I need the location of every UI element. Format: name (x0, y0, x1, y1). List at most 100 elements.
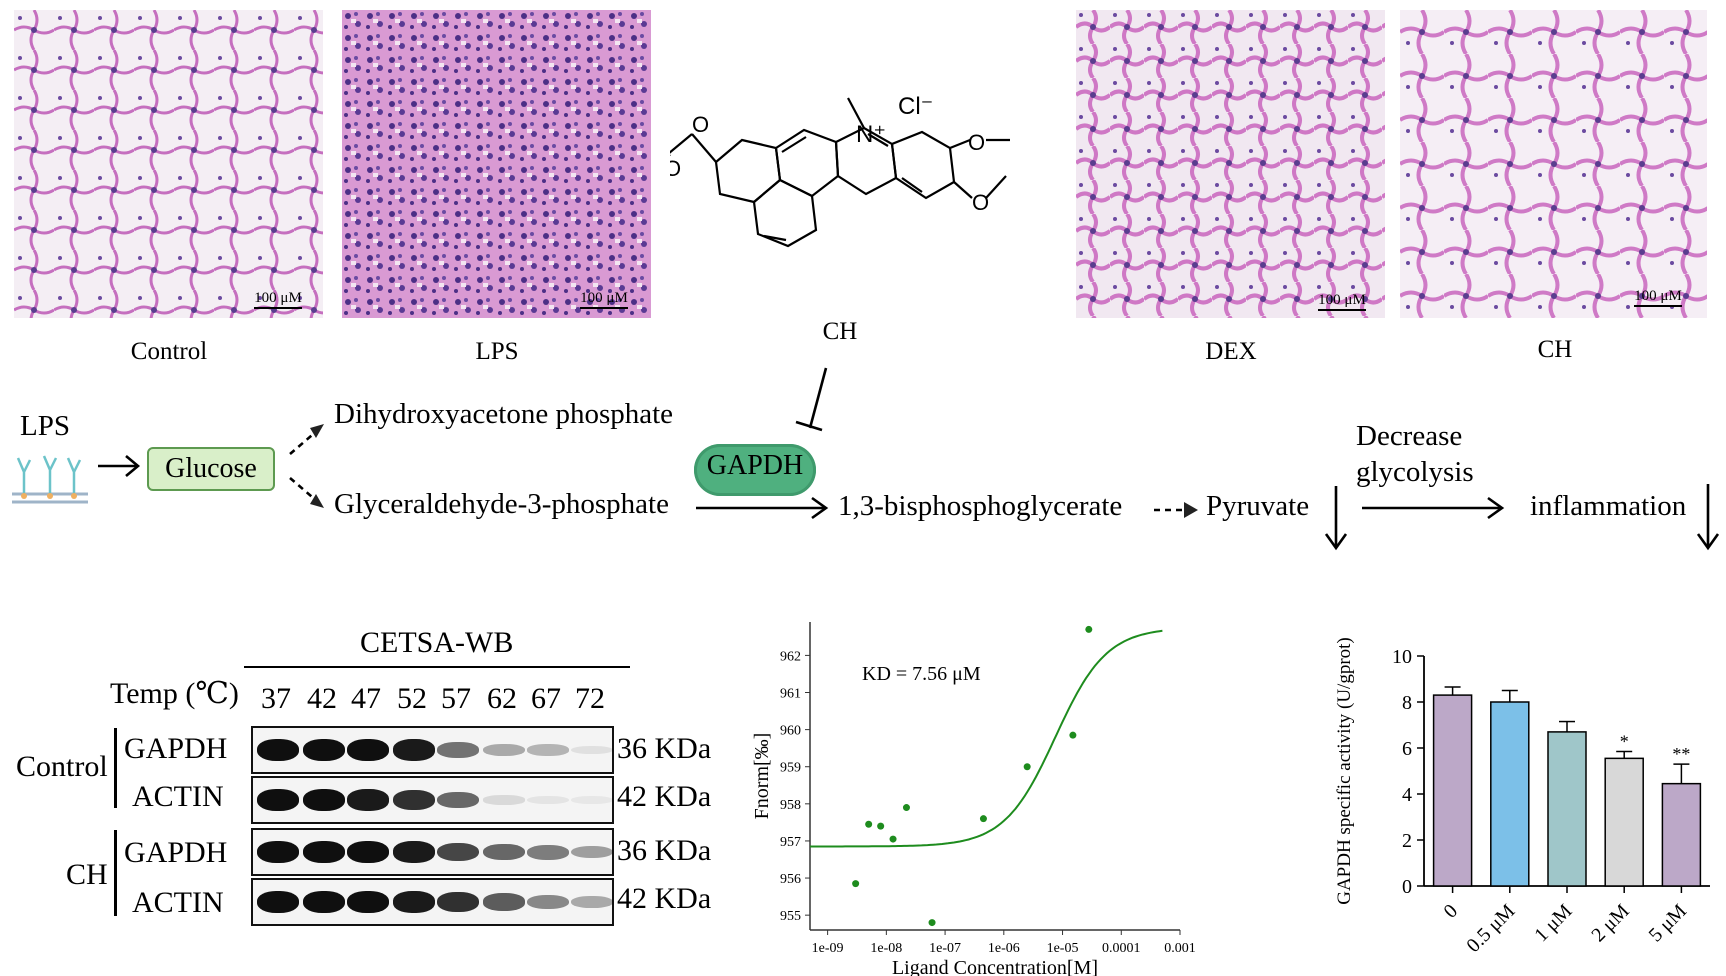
x-axis-label: Ligand Concentration[M] (892, 957, 1098, 976)
blot-ch-gapdh (251, 828, 614, 876)
data-point (979, 815, 987, 823)
decrease-label-line2: glycolysis (1356, 456, 1474, 488)
blot-band (257, 789, 299, 811)
blot-band (437, 892, 479, 912)
glucose-node: Glucose (147, 447, 275, 491)
inflammation-label: inflammation (1530, 490, 1687, 522)
histology-panel-control: 100 μM (14, 10, 323, 318)
blot-band (303, 789, 345, 811)
row-label-control-gapdh: GAPDH (124, 732, 228, 765)
bar (1661, 782, 1702, 887)
blot-band (393, 891, 435, 913)
kda-ch-actin: 42 KDa (617, 882, 712, 915)
fit-curve (810, 629, 1163, 848)
kda-ch-gapdh: 36 KDa (617, 834, 712, 867)
y-tick-label: 4 (1402, 784, 1412, 806)
blot-band (347, 841, 389, 863)
atom-o1: O (692, 112, 709, 137)
gapdh-label: GAPDH (706, 450, 804, 481)
y-tick-label: 960 (780, 724, 801, 739)
bar (1490, 701, 1530, 887)
caption-lps: LPS (475, 338, 519, 365)
y-tick-label: 956 (780, 872, 801, 887)
blot-band (437, 842, 479, 862)
x-tick-label: 1e-05 (1047, 941, 1079, 956)
x-tick-label: 0.5 μM (1462, 900, 1519, 957)
blot-band (571, 845, 612, 859)
atom-n-plus: N⁺ (856, 121, 886, 148)
significance-mark: ** (1672, 744, 1690, 764)
group-label-ch: CH (66, 858, 108, 891)
y-tick-label: 8 (1402, 692, 1412, 714)
blot-band (527, 744, 569, 756)
blot-band (347, 739, 389, 761)
row-label-ch-gapdh: GAPDH (124, 836, 228, 869)
y-tick-label: 6 (1402, 738, 1412, 760)
data-point (1069, 731, 1077, 739)
x-tick-label: 0.0001 (1102, 941, 1141, 956)
blot-band (437, 791, 479, 809)
temp-37: 37 (261, 682, 291, 715)
x-tick-label: 2 μM (1587, 900, 1633, 946)
group-bracket-control (114, 728, 117, 808)
x-tick-label: 1e-08 (870, 941, 902, 956)
x-tick-label: 0.001 (1164, 941, 1196, 956)
blot-band (393, 841, 435, 863)
atom-o3: O (968, 130, 985, 155)
blot-band (257, 841, 299, 863)
blot-band (483, 743, 525, 757)
decrease-label-line1: Decrease (1356, 420, 1463, 452)
blot-band (347, 789, 389, 811)
histology-panel-dex: 100 μM (1076, 10, 1385, 318)
caption-control: Control (130, 338, 208, 365)
caption-ch: CH (1537, 336, 1573, 363)
blot-band (393, 739, 435, 761)
data-point (889, 835, 897, 843)
y-tick-label: 959 (780, 761, 801, 776)
blot-band (257, 739, 299, 761)
atom-cl: Cl⁻ (898, 93, 933, 120)
cetsa-title: CETSA-WB (360, 626, 514, 659)
cetsa-title-rule (244, 666, 630, 668)
y-tick-label: 2 (1402, 830, 1412, 852)
gapdh-activity-chart: 0 2 4 6 8 10 GAPDH specific activity (U/gprot)… (1334, 637, 1710, 957)
x-tick-label: 5 μM (1645, 900, 1691, 946)
blot-band (347, 891, 389, 913)
temp-52: 52 (397, 682, 427, 715)
blot-band (571, 745, 612, 755)
blot-band (527, 894, 569, 910)
blot-band (571, 795, 612, 805)
y-tick-label: 0 (1402, 876, 1412, 898)
caption-dex: DEX (1205, 338, 1257, 365)
temp-42: 42 (307, 682, 337, 715)
atom-o2: O (670, 156, 681, 181)
y-tick-label: 10 (1392, 646, 1412, 668)
x-tick-label: 1e-09 (812, 941, 844, 956)
chemical-structure: O O N⁺ Cl⁻ O O (670, 93, 1010, 248)
y-tick-label: 957 (780, 835, 801, 850)
data-point (1023, 763, 1031, 771)
atom-o4: O (972, 190, 989, 215)
y-tick-label: 962 (780, 649, 801, 664)
blot-band (527, 795, 569, 805)
bpg-label: 1,3-bisphosphoglycerate (838, 490, 1123, 522)
bar (1547, 731, 1587, 887)
blot-band (483, 893, 525, 911)
blot-control-gapdh (251, 726, 614, 774)
temp-72: 72 (575, 682, 605, 715)
x-tick-label: 1 μM (1530, 900, 1576, 946)
blot-band (483, 795, 525, 805)
blot-band (393, 790, 435, 810)
blot-band (437, 742, 479, 758)
temp-label: Temp (℃) (110, 677, 239, 710)
blot-band (303, 739, 345, 761)
group-bracket-ch (114, 830, 117, 916)
blot-control-actin (251, 776, 614, 824)
membrane-receptor-icon (12, 455, 88, 504)
kda-control-actin: 42 KDa (617, 780, 712, 813)
y-axis-label: Fnorm[‰] (751, 733, 773, 820)
kda-control-gapdh: 36 KDa (617, 732, 712, 765)
blot-band (483, 843, 525, 861)
dhap-label: Dihydroxyacetone phosphate (334, 398, 674, 430)
